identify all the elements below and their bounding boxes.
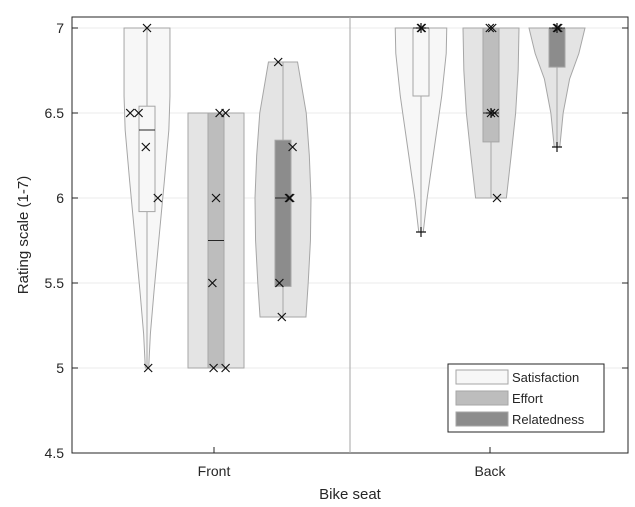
box-relatedness bbox=[548, 27, 566, 68]
data-points bbox=[125, 23, 563, 373]
legend-entry-satisfaction: Satisfaction bbox=[455, 369, 579, 385]
point-relatedness bbox=[274, 278, 284, 288]
point-satisfaction bbox=[142, 23, 152, 33]
point-satisfaction bbox=[153, 193, 163, 203]
legend-swatch-satisfaction bbox=[455, 369, 509, 385]
point-satisfaction bbox=[134, 108, 144, 118]
point-effort bbox=[485, 23, 495, 33]
plus-marker-relatedness bbox=[552, 23, 562, 33]
point-effort bbox=[492, 193, 502, 203]
plus-marker-satisfaction bbox=[416, 23, 426, 33]
legend-label-satisfaction: Satisfaction bbox=[512, 370, 579, 385]
y-tick-label: 5.5 bbox=[45, 275, 65, 291]
point-relatedness bbox=[285, 193, 295, 203]
point-relatedness bbox=[288, 142, 298, 152]
y-axis-label: Rating scale (1-7) bbox=[15, 176, 32, 294]
x-tick-label: Back bbox=[474, 463, 506, 479]
point-relatedness bbox=[284, 193, 294, 203]
point-relatedness bbox=[273, 57, 283, 67]
point-effort bbox=[207, 278, 217, 288]
y-tick-label: 4.5 bbox=[45, 445, 65, 461]
violins bbox=[123, 27, 586, 369]
legend: Satisfaction Effort Relatedness bbox=[447, 363, 605, 433]
point-effort bbox=[211, 193, 221, 203]
legend-entry-effort: Effort bbox=[455, 390, 543, 406]
point-effort bbox=[221, 108, 231, 118]
point-satisfaction bbox=[125, 108, 135, 118]
box-relatedness bbox=[274, 139, 292, 287]
legend-entry-relatedness: Relatedness bbox=[455, 411, 585, 427]
y-tick-label: 6 bbox=[56, 190, 64, 206]
plus-marker-relatedness bbox=[552, 142, 562, 152]
box-satisfaction bbox=[138, 105, 156, 213]
legend-swatch-relatedness bbox=[455, 411, 509, 427]
point-satisfaction bbox=[143, 363, 153, 373]
legend-swatch-effort bbox=[455, 390, 509, 406]
plus-marker-satisfaction bbox=[416, 227, 426, 237]
axis-ticks: 4.5 5 5.5 6 6.5 7 Front Back bbox=[45, 20, 628, 479]
point-effort bbox=[487, 23, 497, 33]
y-tick-label: 5 bbox=[56, 360, 64, 376]
plus-marker-effort bbox=[486, 108, 496, 118]
legend-label-relatedness: Relatedness bbox=[512, 412, 585, 427]
point-effort bbox=[221, 363, 231, 373]
y-tick-label: 6.5 bbox=[45, 105, 65, 121]
point-satisfaction bbox=[141, 142, 151, 152]
point-effort bbox=[209, 363, 219, 373]
x-tick-label: Front bbox=[198, 463, 231, 479]
x-axis-label: Bike seat bbox=[319, 486, 382, 503]
box-effort bbox=[482, 27, 500, 143]
box-satisfaction bbox=[412, 27, 430, 97]
legend-label-effort: Effort bbox=[512, 391, 543, 406]
point-relatedness bbox=[277, 312, 287, 322]
y-tick-label: 7 bbox=[56, 20, 64, 36]
